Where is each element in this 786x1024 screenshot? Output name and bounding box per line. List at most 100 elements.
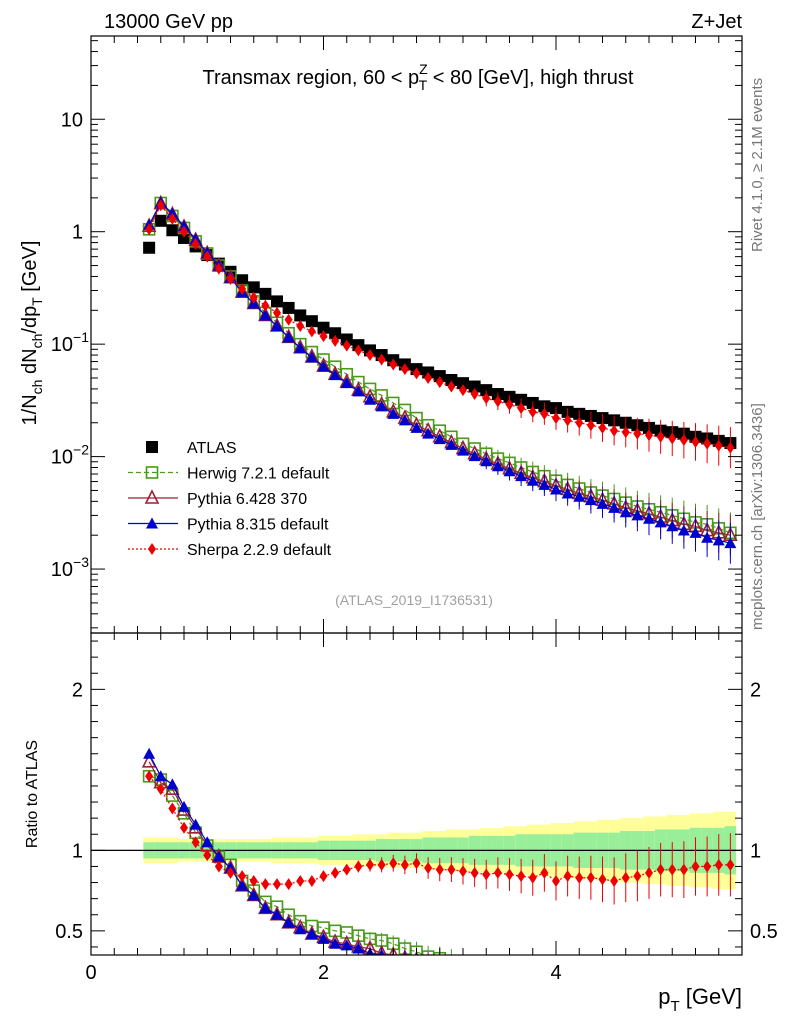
ratio-point: [180, 821, 188, 834]
ratio-point: [378, 949, 385, 955]
ratio-point: [633, 870, 642, 883]
ratio-point: [645, 866, 653, 879]
ratio-point: [389, 857, 398, 870]
legend-entry: Pythia 6.428 370: [128, 489, 307, 508]
ratio-y-tick-label-right: 2: [750, 679, 761, 701]
ratio-point: [482, 868, 491, 881]
data-point: [515, 470, 528, 482]
ratio-point: [236, 879, 249, 891]
ratio-point: [247, 889, 260, 901]
data-point: [180, 225, 188, 238]
data-point: [317, 321, 330, 334]
legend-label: Sherpa 2.2.9 default: [187, 542, 332, 559]
ratio-point: [610, 874, 619, 887]
data-point: [457, 377, 469, 390]
data-point: [433, 433, 446, 445]
ratio-point: [366, 858, 374, 871]
ratio-point: [528, 871, 537, 884]
data-point: [701, 531, 714, 543]
ratio-panel: 2 21 10.5 0.50 2 4 Ratio to ATLAS pT [GeV]: [24, 632, 778, 1015]
ratio-point: [575, 871, 584, 884]
data-point: [398, 414, 411, 426]
ratio-point: [271, 908, 283, 920]
data-point: [563, 414, 572, 427]
data-point: [643, 512, 655, 524]
ratio-point: [329, 937, 342, 949]
data-point: [610, 424, 619, 437]
ratio-point: [294, 923, 307, 935]
x-tick-label: 0: [85, 962, 96, 984]
data-point: [354, 344, 363, 357]
legend-entry: Sherpa 2.2.9 default: [128, 542, 332, 559]
data-point: [145, 223, 154, 236]
data-point: [166, 224, 179, 237]
ratio-frame: [90, 632, 743, 956]
collision-label: 13000 GeV pp: [104, 11, 233, 33]
legend-label: Herwig 7.2.1 default: [187, 466, 330, 483]
ratio-y-tick-label: 2: [72, 679, 83, 701]
data-point: [621, 426, 630, 439]
data-point: [445, 438, 458, 450]
data-point: [387, 407, 400, 419]
data-point: [584, 494, 597, 506]
data-point: [598, 421, 607, 434]
data-point: [273, 306, 281, 319]
ratio-point: [156, 783, 165, 796]
data-point: [284, 313, 293, 326]
data-point: [366, 349, 374, 362]
legend-marker: [146, 517, 158, 529]
ratio-point: [517, 870, 526, 883]
ratio-point: [400, 858, 409, 871]
data-point: [261, 299, 270, 312]
data-point: [203, 250, 212, 263]
ratio-point: [352, 942, 365, 954]
data-point: [247, 281, 260, 294]
ratio-point: [154, 770, 167, 782]
ratio-point: [238, 870, 247, 883]
data-point: [679, 434, 688, 447]
data-point: [712, 534, 725, 546]
ratio-point: [586, 871, 595, 884]
data-point: [259, 287, 272, 300]
series-sherpa-2-2-9-default: [145, 199, 735, 469]
data-point: [459, 384, 467, 397]
ratio-point: [540, 866, 549, 879]
main-ylabel: 1/Nch dNch/dpT [GeV]: [19, 241, 45, 426]
ratio-point: [563, 870, 572, 883]
analysis-watermark: (ATLAS_2019_I1736531): [335, 592, 493, 608]
data-point: [307, 325, 316, 338]
ratio-point: [145, 770, 154, 783]
ratio-point: [319, 870, 328, 883]
data-point: [294, 342, 307, 354]
ratio-point: [668, 863, 677, 876]
ratio-point: [201, 836, 214, 848]
ratio-point: [261, 878, 270, 891]
ratio-y-tick-label-right: 0.5: [750, 921, 778, 943]
y-tick-label: 1: [72, 222, 83, 244]
ratio-point: [598, 873, 607, 886]
series-line: [148, 202, 731, 536]
ratio-point: [447, 863, 456, 876]
data-point: [143, 241, 156, 254]
data-point: [491, 460, 504, 472]
legend-label: ATLAS: [187, 440, 237, 457]
ratio-point: [424, 862, 433, 875]
data-point: [596, 497, 609, 509]
data-point: [619, 506, 632, 518]
ratio-point: [273, 878, 281, 891]
data-point: [236, 274, 249, 287]
data-point: [691, 435, 700, 448]
data-point: [480, 455, 493, 467]
ratio-point: [143, 747, 156, 759]
data-point: [526, 474, 539, 486]
data-point: [377, 353, 386, 366]
ratio-series-sherpa-2-2-9-default: [145, 770, 735, 905]
legend-marker: [146, 441, 158, 453]
ratio-point: [191, 836, 200, 849]
data-point: [633, 427, 642, 440]
ratio-point: [726, 858, 735, 871]
legend-label: Pythia 8.315 default: [187, 517, 329, 534]
data-point: [528, 405, 537, 418]
ratio-point: [305, 928, 318, 940]
